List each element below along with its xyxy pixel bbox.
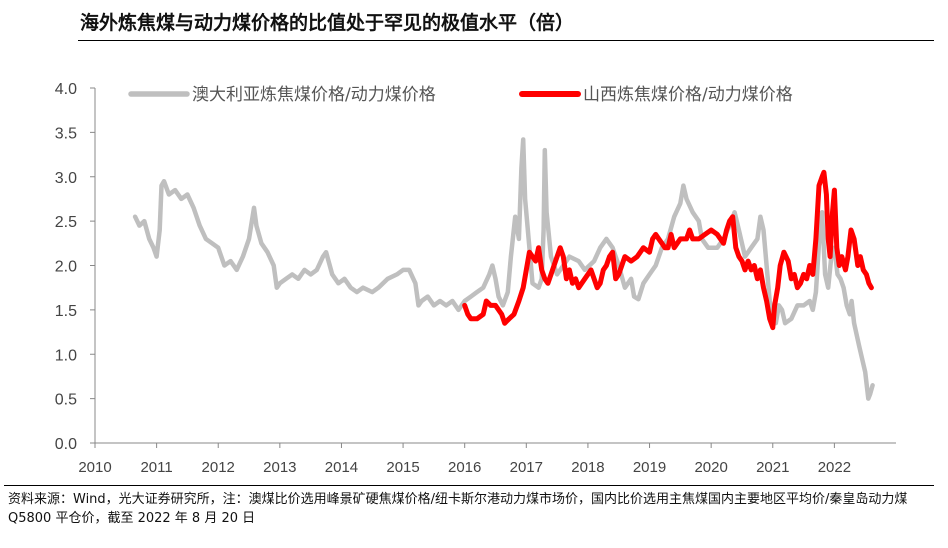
- x-tick-label: 2011: [140, 459, 172, 476]
- x-tick-label: 2014: [325, 459, 358, 476]
- y-tick-label: 0.5: [55, 392, 77, 409]
- x-tick-label: 2010: [78, 459, 111, 476]
- source-note: 资料来源：Wind，光大证券研究所，注：澳煤比价选用峰景矿硬焦煤价格/纽卡斯尔港…: [8, 492, 908, 526]
- x-tick-label: 2012: [202, 459, 235, 476]
- x-tick-label: 2022: [818, 459, 851, 476]
- y-tick-label: 0.0: [55, 436, 77, 453]
- x-tick-label: 2018: [571, 459, 604, 476]
- y-tick-label: 2.5: [55, 214, 77, 231]
- source-divider: [4, 485, 934, 486]
- x-tick-label: 2020: [694, 459, 727, 476]
- line-chart: 0.0 0.5 1.0 1.5 2.0 2.5 3.0 3.5 4.0 2010 2011 2012 2…: [55, 81, 896, 476]
- y-tick-label: 1.0: [55, 347, 77, 364]
- chart-legend: 澳大利亚炼焦煤价格/动力煤价格 山西炼焦煤价格/动力煤价格: [128, 85, 793, 105]
- y-tick-label: 2.0: [55, 259, 77, 276]
- x-tick-label: 2015: [386, 459, 419, 476]
- y-tick-label: 4.0: [55, 81, 77, 98]
- x-tick-label: 2017: [510, 459, 543, 476]
- y-tick-label: 3.5: [55, 125, 77, 142]
- x-tick-label: 2021: [756, 459, 789, 476]
- title-underline: [78, 40, 934, 41]
- series-line-2: [462, 169, 874, 331]
- x-tick-label: 2016: [448, 459, 481, 476]
- y-tick-label: 3.0: [55, 170, 77, 187]
- x-tick-label: 2019: [633, 459, 666, 476]
- chart-axes: 0.0 0.5 1.0 1.5 2.0 2.5 3.0 3.5 4.0 2010 2011 2012 2…: [55, 81, 896, 476]
- legend-label-2: 山西炼焦煤价格/动力煤价格: [583, 85, 793, 105]
- x-tick-label: 2013: [263, 459, 296, 476]
- series-line-1: [132, 137, 875, 401]
- chart-title: 海外炼焦煤与动力煤价格的比值处于罕见的极值水平（倍）: [80, 12, 575, 34]
- y-tick-label: 1.5: [55, 303, 77, 320]
- legend-label-1: 澳大利亚炼焦煤价格/动力煤价格: [192, 85, 436, 105]
- chart-series: [132, 137, 875, 401]
